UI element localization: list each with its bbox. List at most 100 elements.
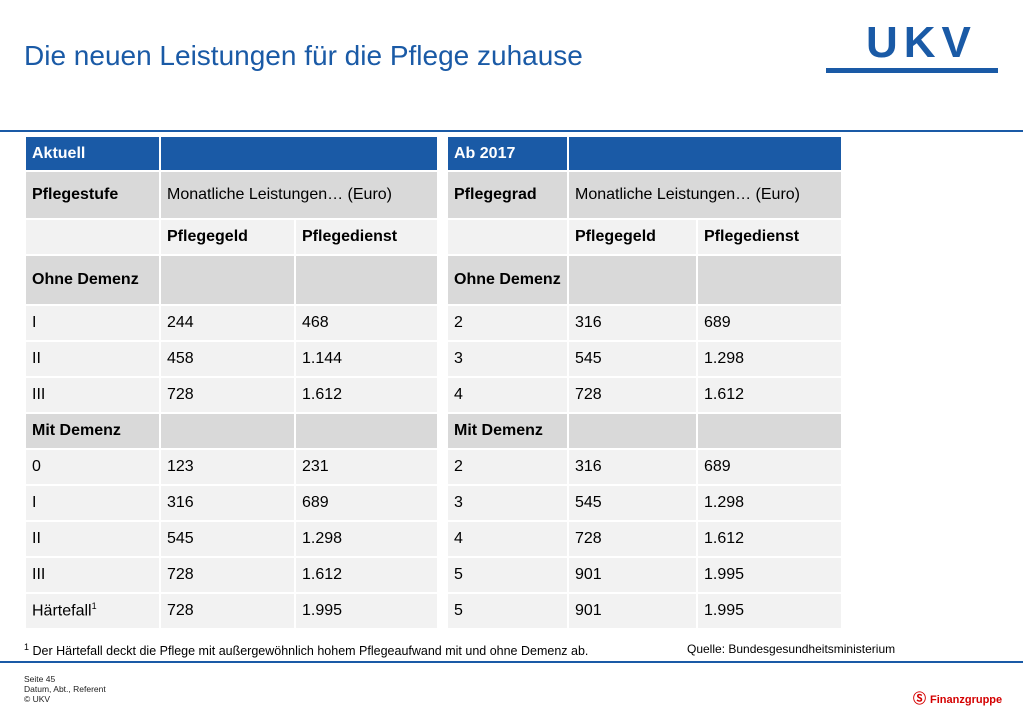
cell-level: I xyxy=(26,306,159,340)
footnote-text: Der Härtefall deckt die Pflege mit außer… xyxy=(32,644,589,659)
finanzgruppe-logo: Ⓢ Finanzgruppe xyxy=(913,688,1002,707)
cell-pflegedienst: 1.144 xyxy=(296,342,437,376)
table-header-label: Ab 2017 xyxy=(448,137,567,170)
cell-pflegegeld: 728 xyxy=(161,378,294,412)
cell-pflegedienst: 1.612 xyxy=(698,378,841,412)
table-row: 2 316 689 xyxy=(448,450,841,484)
ukv-logo-underline xyxy=(826,68,998,73)
cell-level: Härtefall1 xyxy=(26,594,159,628)
cell-pflegedienst: 1.298 xyxy=(698,486,841,520)
section-blank xyxy=(698,256,841,304)
table-header-label: Aktuell xyxy=(26,137,159,170)
column-header-pflegedienst: Pflegedienst xyxy=(698,220,841,254)
footer-date-dept: Datum, Abt., Referent xyxy=(24,684,106,694)
column-header-pflegegrad: Pflegegrad xyxy=(448,172,567,218)
footnote: 1 Der Härtefall deckt die Pflege mit auß… xyxy=(24,642,588,658)
cell-pflegegeld: 728 xyxy=(569,522,696,556)
cell-pflegedienst: 1.995 xyxy=(698,558,841,592)
new-benefits-table: Ab 2017 Pflegegrad Monatliche Leistungen… xyxy=(446,135,843,630)
ukv-logo: UKV xyxy=(826,18,998,74)
footnote-marker: 1 xyxy=(91,601,97,612)
cell-pflegegeld: 316 xyxy=(569,450,696,484)
cell-pflegegeld: 458 xyxy=(161,342,294,376)
table-row: III 728 1.612 xyxy=(26,378,437,412)
table-row: I 244 468 xyxy=(26,306,437,340)
cell-level: II xyxy=(26,342,159,376)
section-row-ohne-demenz: Ohne Demenz xyxy=(448,256,841,304)
table-row: 4 728 1.612 xyxy=(448,378,841,412)
bottom-divider xyxy=(0,661,1023,663)
table-subheader-row: Pflegegrad Monatliche Leistungen… (Euro) xyxy=(448,172,841,218)
table-row: III 728 1.612 xyxy=(26,558,437,592)
cell-pflegegeld: 123 xyxy=(161,450,294,484)
cell-level: 0 xyxy=(26,450,159,484)
table-header-blank xyxy=(161,137,437,170)
table-row: II 545 1.298 xyxy=(26,522,437,556)
cell-pflegedienst: 689 xyxy=(698,450,841,484)
cell-level: 5 xyxy=(448,558,567,592)
cell-pflegedienst: 1.612 xyxy=(296,378,437,412)
section-row-ohne-demenz: Ohne Demenz xyxy=(26,256,437,304)
table-row: 0 123 231 xyxy=(26,450,437,484)
cell-pflegedienst: 1.298 xyxy=(698,342,841,376)
table-header-row: Aktuell xyxy=(26,137,437,170)
cell-pflegegeld: 901 xyxy=(569,594,696,628)
cell-pflegedienst: 689 xyxy=(698,306,841,340)
cell-pflegegeld: 728 xyxy=(161,594,294,628)
top-divider xyxy=(0,130,1023,132)
table-row: 2 316 689 xyxy=(448,306,841,340)
column-header-pflegegeld: Pflegegeld xyxy=(569,220,696,254)
table-header-blank xyxy=(569,137,841,170)
section-label: Ohne Demenz xyxy=(448,256,567,304)
section-blank xyxy=(296,256,437,304)
footer-copyright: © UKV xyxy=(24,694,51,704)
table-subheader-row: Pflegestufe Monatliche Leistungen… (Euro… xyxy=(26,172,437,218)
cell-pflegegeld: 545 xyxy=(569,342,696,376)
cell-pflegegeld: 728 xyxy=(569,378,696,412)
current-benefits-table: Aktuell Pflegestufe Monatliche Leistunge… xyxy=(24,135,439,630)
cell-pflegegeld: 244 xyxy=(161,306,294,340)
section-blank xyxy=(569,256,696,304)
cell-pflegedienst: 231 xyxy=(296,450,437,484)
table-header-row: Ab 2017 xyxy=(448,137,841,170)
cell-pflegedienst: 468 xyxy=(296,306,437,340)
section-blank xyxy=(569,414,696,448)
section-label: Mit Demenz xyxy=(26,414,159,448)
column-header-pflegestufe: Pflegestufe xyxy=(26,172,159,218)
cell-pflegedienst: 1.612 xyxy=(296,558,437,592)
cell-pflegegeld: 728 xyxy=(161,558,294,592)
table-row: 3 545 1.298 xyxy=(448,486,841,520)
cell-pflegegeld: 901 xyxy=(569,558,696,592)
table-row: II 458 1.144 xyxy=(26,342,437,376)
section-row-mit-demenz: Mit Demenz xyxy=(448,414,841,448)
column-header-pflegegeld: Pflegegeld xyxy=(161,220,294,254)
section-blank xyxy=(296,414,437,448)
table-row: Härtefall1 728 1.995 xyxy=(26,594,437,628)
cell-pflegegeld: 316 xyxy=(569,306,696,340)
column-header-monthly-benefits: Monatliche Leistungen… (Euro) xyxy=(161,172,437,218)
cell-pflegedienst: 1.298 xyxy=(296,522,437,556)
column-header-blank xyxy=(448,220,567,254)
cell-level: 4 xyxy=(448,522,567,556)
cell-pflegedienst: 1.612 xyxy=(698,522,841,556)
cell-level: 5 xyxy=(448,594,567,628)
cell-level: 4 xyxy=(448,378,567,412)
footnote-number: 1 xyxy=(24,642,30,652)
section-blank xyxy=(161,414,294,448)
section-row-mit-demenz: Mit Demenz xyxy=(26,414,437,448)
column-header-monthly-benefits: Monatliche Leistungen… (Euro) xyxy=(569,172,841,218)
table-row: 5 901 1.995 xyxy=(448,594,841,628)
section-label: Mit Demenz xyxy=(448,414,567,448)
cell-pflegegeld: 545 xyxy=(569,486,696,520)
table-columns-row: Pflegegeld Pflegedienst xyxy=(448,220,841,254)
column-header-blank xyxy=(26,220,159,254)
table-row: 5 901 1.995 xyxy=(448,558,841,592)
cell-level: III xyxy=(26,558,159,592)
cell-level: 2 xyxy=(448,450,567,484)
section-label: Ohne Demenz xyxy=(26,256,159,304)
table-row: 3 545 1.298 xyxy=(448,342,841,376)
page-title: Die neuen Leistungen für die Pflege zuha… xyxy=(24,40,583,71)
source-note: Quelle: Bundesgesundheitsministerium xyxy=(687,642,896,656)
table-columns-row: Pflegegeld Pflegedienst xyxy=(26,220,437,254)
table-row: 4 728 1.612 xyxy=(448,522,841,556)
